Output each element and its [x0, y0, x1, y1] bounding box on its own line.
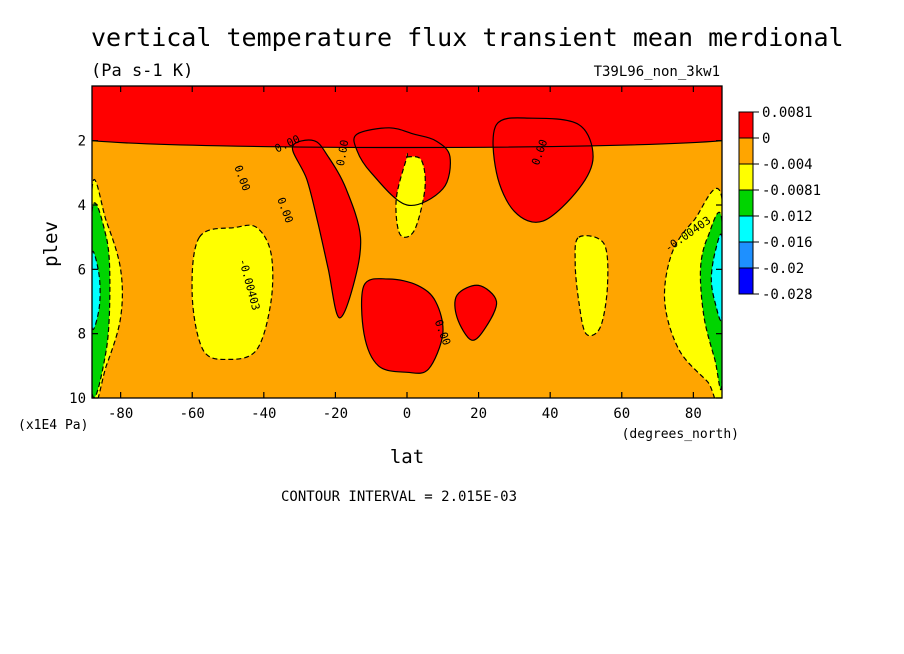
contour-line-3 — [360, 278, 444, 374]
contour-line-4 — [454, 284, 498, 341]
y-axis-label: plev — [40, 221, 62, 267]
contour-interval: CONTOUR INTERVAL = 2.015E-03 — [281, 489, 517, 505]
contour-line-10 — [663, 188, 722, 398]
contour-line-2 — [353, 127, 451, 207]
x-tick-label: 20 — [470, 406, 487, 422]
x-tick-label: -60 — [180, 406, 205, 422]
x-axis-label: lat — [390, 446, 424, 468]
y-tick-label: 4 — [78, 198, 86, 214]
region-low1-8 — [575, 235, 608, 336]
y-tick-label: 8 — [78, 327, 86, 343]
x-tick-label: 80 — [685, 406, 702, 422]
contour-line-11 — [92, 202, 111, 398]
colorbar-swatch — [738, 137, 754, 165]
y-tick-label: 6 — [78, 262, 86, 278]
shaded-regions — [92, 86, 722, 398]
colorbar-swatch — [738, 111, 754, 139]
y-tick-label: 10 — [69, 391, 86, 407]
contour-label: 0.00 — [334, 139, 351, 167]
x-axis-ticks: -80 -60 -40 -20 0 20 40 60 80 — [108, 86, 702, 422]
contour-line-13 — [92, 250, 101, 330]
colorbar-swatch — [738, 241, 754, 269]
colorbar-swatch — [738, 163, 754, 191]
region-pos-5 — [493, 117, 594, 223]
y-axis-units: (x1E4 Pa) — [18, 418, 88, 433]
colorbar-label: -0.016 — [762, 235, 813, 251]
colorbar-label: -0.02 — [762, 261, 804, 277]
contour-line-9 — [92, 179, 123, 398]
x-tick-label: -20 — [323, 406, 348, 422]
region-low3-14 — [711, 234, 722, 321]
x-axis-units: (degrees_north) — [622, 427, 739, 442]
y-axis-ticks: 2 4 6 8 10 — [69, 134, 722, 407]
contour-line-7 — [395, 152, 426, 238]
colorbar-label: -0.0081 — [762, 183, 821, 199]
colorbar-label: -0.012 — [762, 209, 813, 225]
x-tick-label: 0 — [403, 406, 411, 422]
colorbar-swatch — [738, 267, 754, 295]
region-low3-13 — [92, 251, 101, 330]
x-tick-label: -40 — [251, 406, 276, 422]
region-low1-7 — [395, 153, 426, 238]
contour-line-8 — [574, 235, 609, 337]
contour-lines — [92, 86, 722, 398]
dataset-label: T39L96_non_3kw1 — [594, 64, 720, 80]
chart-units: (Pa s-1 K) — [91, 61, 193, 81]
region-pos-3 — [361, 278, 444, 374]
colorbar-label: -0.028 — [762, 287, 813, 303]
colorbar: 0.0081 0 -0.004 -0.0081 -0.012 -0.016 -0.02 -0.… — [738, 105, 821, 303]
colorbar-label: -0.004 — [762, 157, 813, 173]
contour-line-1 — [291, 139, 362, 319]
contour-line-5 — [492, 117, 594, 223]
colorbar-label: 0 — [762, 131, 770, 147]
colorbar-swatch — [738, 189, 754, 217]
x-tick-label: 60 — [613, 406, 630, 422]
region-low2-11 — [92, 202, 110, 398]
colorbar-swatch — [738, 215, 754, 243]
colorbar-label: 0.0081 — [762, 105, 813, 121]
x-tick-label: -80 — [108, 406, 133, 422]
y-tick-label: 2 — [78, 134, 86, 150]
x-tick-label: 40 — [542, 406, 559, 422]
contour-line-0 — [92, 86, 722, 149]
region-low1-6 — [192, 225, 273, 360]
contour-line-6 — [191, 224, 274, 361]
chart-title: vertical temperature flux transient mean… — [91, 23, 844, 52]
